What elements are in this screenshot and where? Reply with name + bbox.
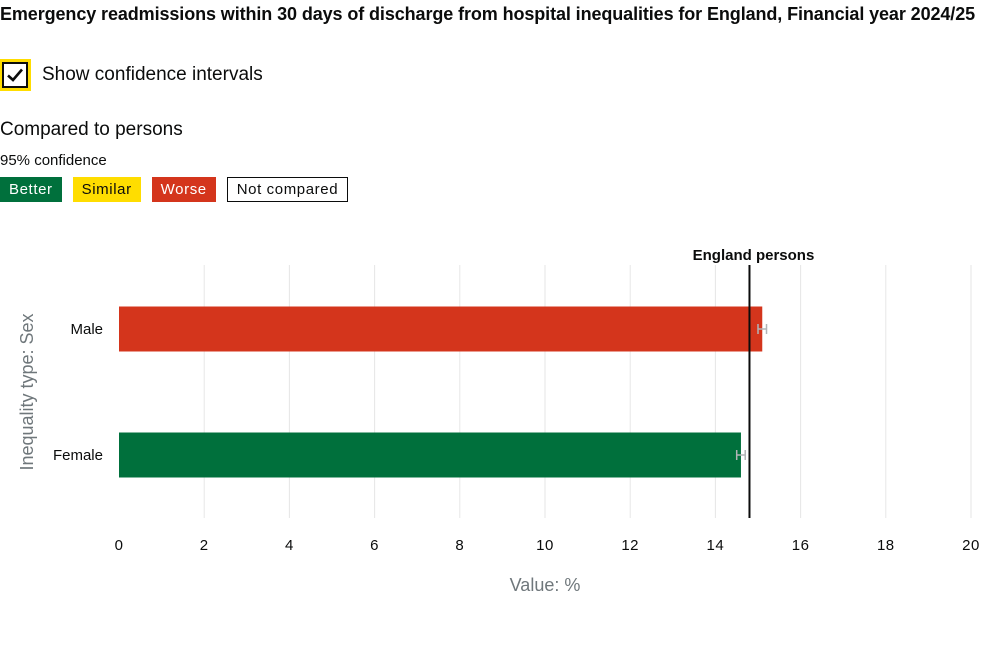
x-tick-label: 6 (370, 537, 379, 554)
confidence-level: 95% confidence (0, 152, 107, 169)
y-axis-title: Inequality type: Sex (17, 313, 37, 470)
checkmark-icon (7, 68, 23, 82)
x-tick-label: 4 (285, 537, 294, 554)
inequalities-bar-chart: 0 2 4 6 8 10 12 14 16 18 20 Male Female England perso… (17, 247, 980, 595)
legend-similar: Similar (72, 177, 141, 202)
legend-worse: Worse (151, 177, 216, 202)
bar (119, 432, 741, 478)
show-ci-label[interactable]: Show confidence intervals (42, 64, 263, 85)
x-tick-label: 16 (792, 537, 810, 554)
x-tick-label: 12 (621, 537, 639, 554)
x-axis-title: Value: % (510, 575, 581, 595)
legend-better: Better (0, 177, 62, 202)
x-tick-label: 20 (962, 537, 980, 554)
show-ci-toggle[interactable]: Show confidence intervals (0, 62, 263, 88)
x-tick-label: 2 (200, 537, 209, 554)
chart-title: Emergency readmissions within 30 days of… (0, 4, 976, 24)
x-tick-label: 0 (115, 537, 124, 554)
x-tick-label: 18 (877, 537, 895, 554)
category-label: Male (70, 321, 103, 338)
benchmark-label: England persons (693, 247, 815, 264)
bar (119, 306, 763, 352)
show-ci-checkbox[interactable] (2, 62, 28, 88)
x-tick-label: 8 (455, 537, 464, 554)
x-tick-label: 14 (707, 537, 725, 554)
legend-not-compared: Not compared (226, 177, 349, 202)
compared-to-heading: Compared to persons (0, 119, 183, 140)
comparison-legend: Better Similar Worse Not compared (0, 177, 349, 202)
x-tick-label: 10 (536, 537, 554, 554)
category-label: Female (53, 447, 103, 464)
